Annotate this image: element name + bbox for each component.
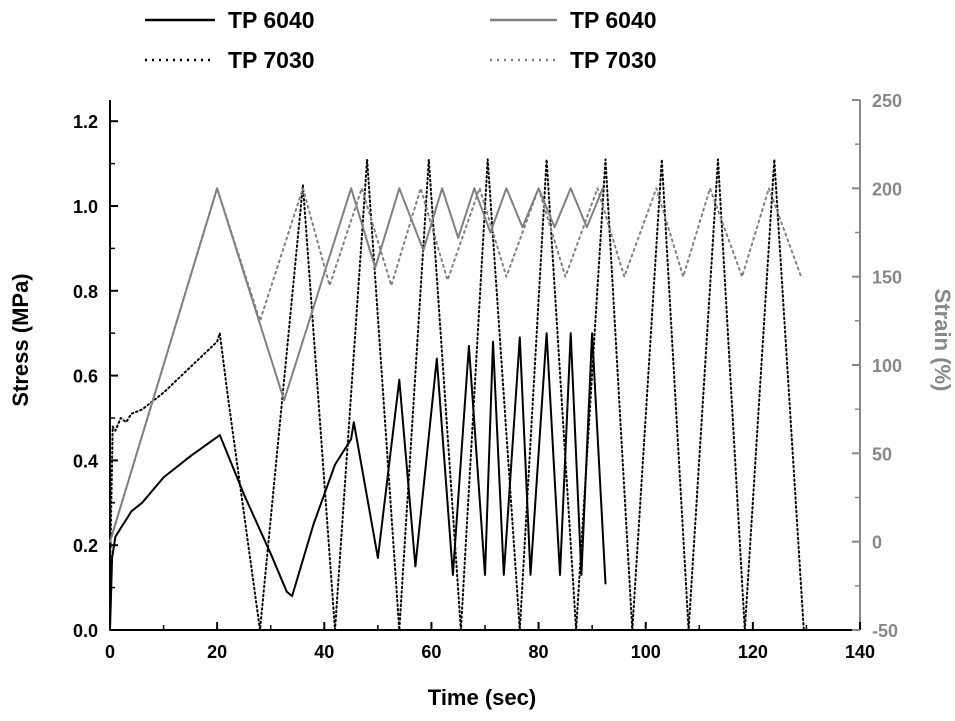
y-tick-label: 0.4 <box>73 451 98 471</box>
y-tick-label: 0.8 <box>73 282 98 302</box>
legend-label: TP 6040 <box>570 7 657 33</box>
y-tick-label: 0.0 <box>73 621 98 641</box>
y2-tick-label: 50 <box>872 444 892 464</box>
y-tick-label: 1.0 <box>73 197 98 217</box>
series-line-tp-7030-stress <box>109 158 805 631</box>
series-line-tp-6040-strain <box>109 187 604 543</box>
y2-tick-label: 100 <box>872 356 902 376</box>
x-tick-label: 140 <box>845 642 875 662</box>
y-tick-label: 1.2 <box>73 112 98 132</box>
legend: TP 6040 TP 7030 TP 6040 TP 7030 <box>145 7 657 73</box>
y2-tick-label: 150 <box>872 268 902 288</box>
x-tick-label: 40 <box>314 642 334 662</box>
y-axis-title: Stress (MPa) <box>8 273 33 406</box>
x-tick-label: 20 <box>207 642 227 662</box>
x-tick-label: 0 <box>105 642 115 662</box>
series-lines <box>109 158 805 631</box>
x-tick-label: 80 <box>529 642 549 662</box>
y2-tick-label: -50 <box>872 621 898 641</box>
y-tick-label: 0.2 <box>73 536 98 556</box>
legend-label: TP 6040 <box>228 7 315 33</box>
x-axis-title: Time (sec) <box>428 685 536 710</box>
x-tick-label: 100 <box>631 642 661 662</box>
y2-tick-label: 200 <box>872 179 902 199</box>
y-tick-label: 0.6 <box>73 367 98 387</box>
axis-ticks: 0 20 40 60 80 100 120 140 0.0 0.2 0.4 0.6 0.8 1.0 1.2 -… <box>73 91 902 662</box>
legend-label: TP 7030 <box>228 47 315 73</box>
series-line-tp-7030-strain <box>109 187 803 543</box>
y2-axis-title: Strain (%) <box>930 289 955 392</box>
legend-label: TP 7030 <box>570 47 657 73</box>
y2-tick-label: 250 <box>872 91 902 111</box>
series-line-tp-6040-stress <box>109 332 607 631</box>
x-tick-label: 120 <box>738 642 768 662</box>
x-tick-label: 60 <box>421 642 441 662</box>
y2-tick-label: 0 <box>872 533 882 553</box>
